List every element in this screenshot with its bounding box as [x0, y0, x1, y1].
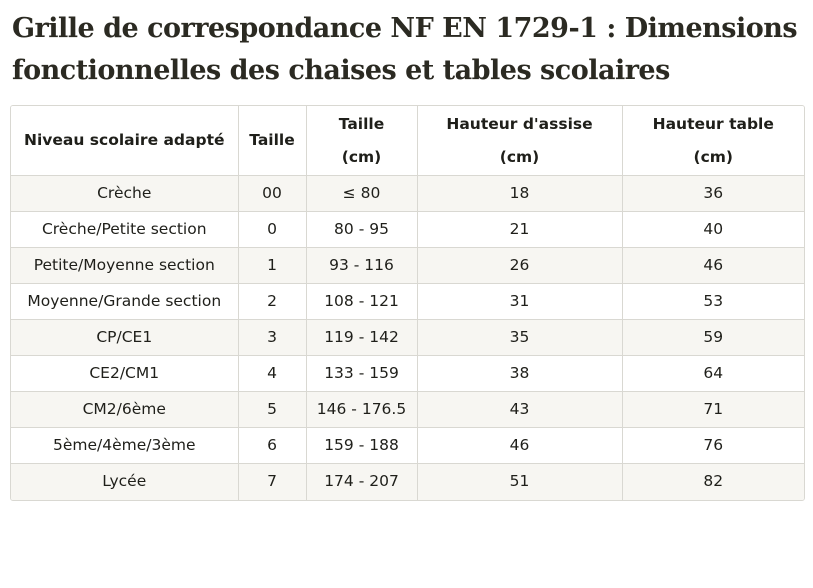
table-row: Lycée 7 174 - 207 51 82	[11, 463, 804, 500]
table-cell: 4	[237, 355, 307, 392]
table-cell: Lycée	[11, 463, 239, 500]
table-cell: 38	[416, 355, 623, 392]
title: Grille de correspondance NF EN 1729-1 : …	[12, 13, 798, 86]
table-row: Crèche 00 ≤ 80 18 36	[11, 175, 804, 212]
table-cell: 108 - 121	[305, 283, 418, 320]
table-cell: 21	[416, 211, 623, 248]
table-cell: 35	[416, 319, 623, 356]
table-cell: 5ème/4ème/3ème	[11, 427, 239, 464]
table-cell: 36	[621, 175, 804, 212]
header-cell: Hauteur d'assise (cm)	[416, 106, 623, 176]
table-row: 5ème/4ème/3ème 6 159 - 188 46 76	[11, 427, 804, 464]
table-container: Niveau scolaire adapté Taille Taille (cm) H…	[10, 105, 805, 501]
table-cell: 0	[237, 211, 307, 248]
table-cell: 7	[237, 463, 307, 500]
table-cell: 43	[416, 391, 623, 428]
header-row: Niveau scolaire adapté Taille Taille (cm) H…	[11, 106, 804, 176]
table-cell: 64	[621, 355, 804, 392]
table-cell: 119 - 142	[305, 319, 418, 356]
table-cell: CP/CE1	[11, 319, 239, 356]
table-cell: 76	[621, 427, 804, 464]
table-cell: 51	[416, 463, 623, 500]
header-cell: Taille (cm)	[305, 106, 418, 176]
table-cell: 159 - 188	[305, 427, 418, 464]
table-row: CM2/6ème 5 146 - 176.5 43 71	[11, 391, 804, 428]
table-cell: Petite/Moyenne section	[11, 247, 239, 284]
table-cell: 71	[621, 391, 804, 428]
table-cell: 2	[237, 283, 307, 320]
table-row: CP/CE1 3 119 - 142 35 59	[11, 319, 804, 356]
table: Niveau scolaire adapté Taille Taille (cm) H…	[11, 106, 804, 500]
table-cell: 133 - 159	[305, 355, 418, 392]
table-cell: 146 - 176.5	[305, 391, 418, 428]
table-row: Petite/Moyenne section 1 93 - 116 26 46	[11, 247, 804, 284]
table-cell: 1	[237, 247, 307, 284]
table-cell: 26	[416, 247, 623, 284]
table-cell: ≤ 80	[305, 175, 418, 212]
table-row: CE2/CM1 4 133 - 159 38 64	[11, 355, 804, 392]
table-row: Moyenne/Grande section 2 108 - 121 31 53	[11, 283, 804, 320]
table-cell: 3	[237, 319, 307, 356]
header-cell: Taille	[237, 106, 307, 176]
table-cell: 6	[237, 427, 307, 464]
table-cell: CE2/CM1	[11, 355, 239, 392]
table-cell: 31	[416, 283, 623, 320]
header-cell: Niveau scolaire adapté	[11, 106, 239, 176]
table-cell: CM2/6ème	[11, 391, 239, 428]
table-cell: 00	[237, 175, 307, 212]
table-cell: 5	[237, 391, 307, 428]
table-cell: 80 - 95	[305, 211, 418, 248]
table-cell: 18	[416, 175, 623, 212]
table-cell: Crèche	[11, 175, 239, 212]
table-cell: 46	[621, 247, 804, 284]
header-cell: Hauteur table (cm)	[621, 106, 804, 176]
table-cell: Crèche/Petite section	[11, 211, 239, 248]
table-cell: 174 - 207	[305, 463, 418, 500]
table-cell: 59	[621, 319, 804, 356]
table-cell: 93 - 116	[305, 247, 418, 284]
table-cell: 46	[416, 427, 623, 464]
table-cell: 53	[621, 283, 804, 320]
table-row: Crèche/Petite section 0 80 - 95 21 40	[11, 211, 804, 248]
table-cell: 82	[621, 463, 804, 500]
table-cell: 40	[621, 211, 804, 248]
table-cell: Moyenne/Grande section	[11, 283, 239, 320]
